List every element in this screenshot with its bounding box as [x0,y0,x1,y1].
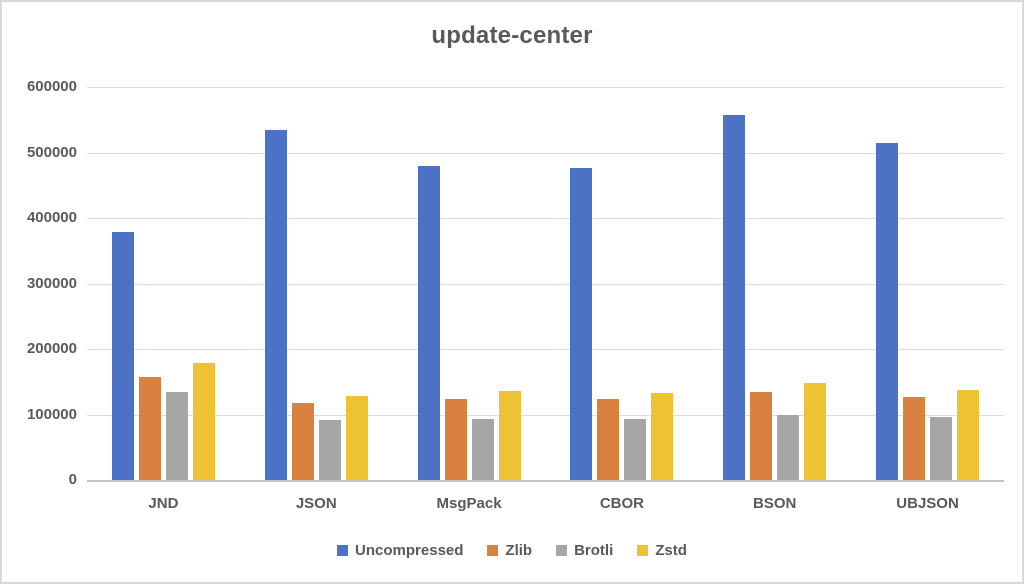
bar-uncompressed-bson [723,114,746,480]
gridline [87,87,1004,88]
bar-zstd-msgpack [498,390,521,480]
bar-group-ubjson [851,87,1004,480]
bar-brotli-bson [777,414,800,480]
bar-group-json [240,87,393,480]
bar-zlib-ubjson [903,396,926,480]
bar-brotli-msgpack [471,419,494,480]
legend-label: Zlib [505,542,533,559]
gridline [87,218,1004,219]
legend-label: Brotli [574,542,614,559]
bar-group-jnd [87,87,240,480]
bar-group-msgpack [393,87,546,480]
bar-zstd-jnd [192,362,215,480]
y-axis-tick-label: 300000 [26,274,77,292]
y-axis-tick-label: 200000 [26,340,77,357]
chart-legend: Uncompressed Zlib Brotli Zstd [2,542,1022,559]
bar-zstd-bson [804,383,827,480]
x-axis-label-msgpack: MsgPack [436,495,502,512]
bar-uncompressed-cbor [570,168,593,480]
gridline [87,283,1004,285]
bar-brotli-json [318,420,341,480]
gridline [87,414,1004,416]
x-axis-label-jnd: JND [148,495,179,512]
legend-item-uncompressed: Uncompressed [337,542,463,559]
bar-zstd-json [345,396,368,480]
bar-uncompressed-jnd [111,232,134,480]
plot-area [87,87,1004,482]
legend-swatch-icon [337,545,349,556]
legend-swatch-icon [637,545,649,556]
bar-zlib-bson [750,391,773,480]
bar-brotli-cbor [624,419,647,480]
bar-uncompressed-json [264,130,287,480]
bar-groups [87,87,1004,480]
legend-item-brotli: Brotli [556,542,613,559]
gridline [87,349,1004,350]
bar-zlib-json [291,402,314,480]
bar-uncompressed-ubjson [876,142,899,480]
legend-label: Uncompressed [355,542,464,559]
bar-zstd-ubjson [957,390,980,480]
bar-uncompressed-msgpack [417,166,440,480]
legend-label: Zstd [655,542,687,559]
y-axis-tick-label: 500000 [26,143,77,161]
x-axis-label-bson: BSON [753,495,797,512]
y-axis-tick-label: 100000 [26,405,77,423]
bar-zstd-cbor [651,392,674,480]
legend-item-zlib: Zlib [487,542,532,559]
bar-zlib-msgpack [444,398,467,480]
bar-group-bson [698,87,851,480]
x-axis-label-ubjson: UBJSON [896,495,959,512]
legend-swatch-icon [487,545,499,556]
y-axis-tick-label: 600000 [26,78,77,95]
y-axis-tick-label: 0 [68,471,77,488]
gridline [87,152,1004,154]
legend-swatch-icon [556,545,568,556]
y-axis-tick-label: 400000 [26,209,77,226]
bar-zlib-cbor [597,398,620,480]
chart-title: update-center [431,22,593,49]
x-axis-labels: JND JSON MsgPack CBOR BSON UBJSON [87,495,1004,512]
bar-group-cbor [545,87,698,480]
bar-zlib-jnd [138,376,161,480]
bar-brotli-ubjson [930,417,953,480]
x-axis-label-cbor: CBOR [599,495,644,512]
bar-brotli-jnd [165,392,188,480]
legend-item-zstd: Zstd [637,542,687,559]
x-axis-label-json: JSON [295,495,337,512]
